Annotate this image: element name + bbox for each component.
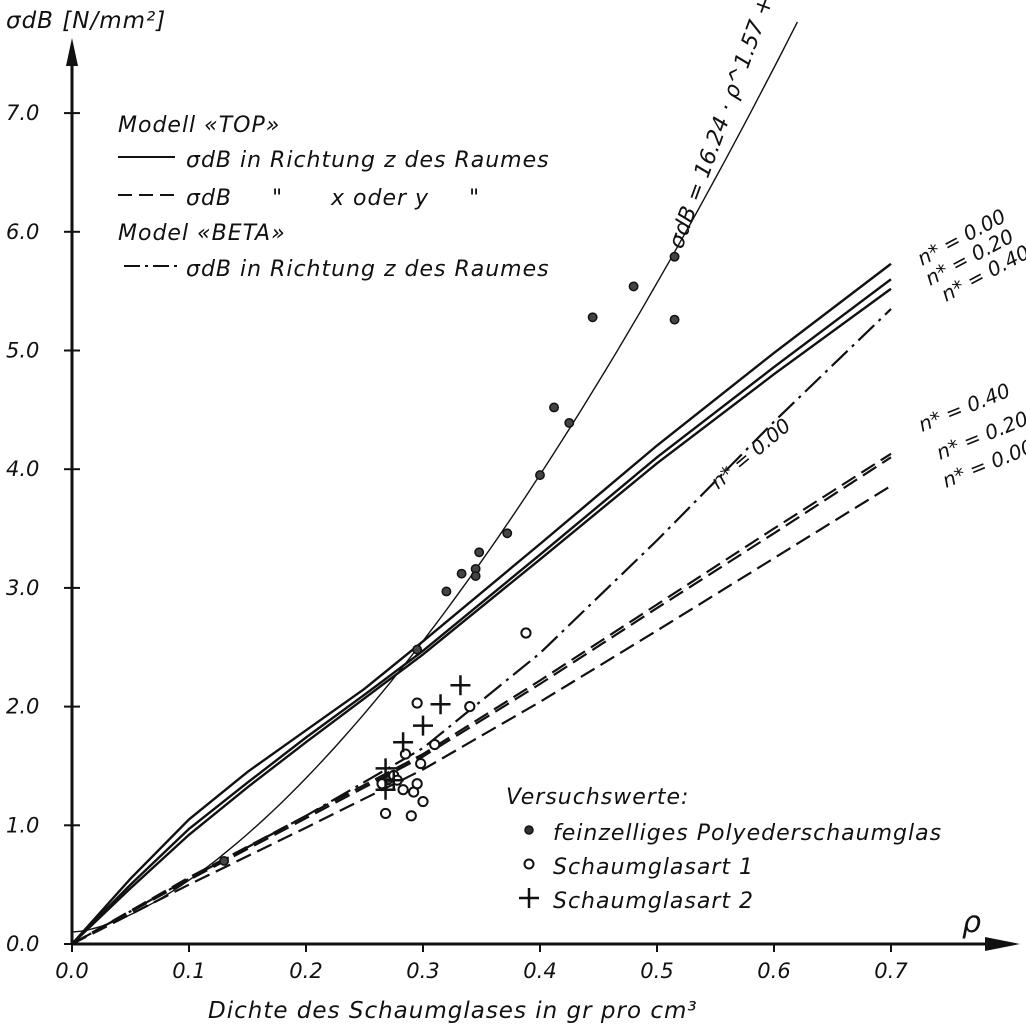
x-tick-label: 0.0 [55,959,88,983]
point-feinzellig [564,417,575,428]
point-feinzellig [474,547,485,558]
axes [66,38,1020,951]
y-axis-label: σdB [N/mm²] [6,8,166,34]
y-tick-label: 7.0 [6,101,39,125]
x-tick-label: 0.7 [874,959,908,983]
x-tick-label: 0.6 [757,959,790,983]
y-axis-arrow [66,38,78,66]
y-tick-label: 5.0 [6,339,39,363]
legend-marker-ring [523,858,535,870]
point-feinzellig [412,644,423,655]
point-feinzellig [441,586,452,597]
legend-marker-filled [524,825,534,835]
point-feinzellig [587,312,598,323]
point-schaumglasart-1 [379,807,392,820]
legend-heading-top: Modell «TOP» [118,113,280,138]
point-schaumglasart-2 [430,694,451,715]
point-feinzellig [502,528,513,539]
legend-series-2: Schaumglasart 2 [553,889,754,914]
scatter-legend: Versuchswerte: feinzelliges Polyederscha… [506,785,942,914]
point-schaumglasart-1 [415,757,427,770]
line-label-beta-z-0: n* = 0.00 [706,413,795,494]
point-feinzellig [535,470,545,481]
legend-entry-top-z: σdB in Richtung z des Raumes [186,148,550,173]
y-tick-label: 3.0 [6,576,39,600]
point-schaumglasart-2 [450,675,471,696]
point-schaumglasart-1 [411,778,423,790]
model-legend: Modell «TOP» σdB in Richtung z des Raume… [118,113,550,282]
line-labels: n* = 0.00 n* = 0.20 n* = 0.40 n* = 0.00 … [706,204,1026,494]
point-feinzellig [470,571,481,581]
x-axis-label: Dichte des Schaumglases in gr pro cm³ [208,998,698,1024]
point-schaumglasart-1 [405,810,417,822]
point-schaumglasart-1 [417,795,429,808]
point-schaumglasart-2 [375,779,396,800]
x-tick-label: 0.1 [172,959,205,983]
fit-curve [71,21,799,933]
point-feinzellig [219,855,230,866]
legend-series-0: feinzelliges Polyederschaumglas [553,821,942,846]
point-schaumglasart-1 [464,701,476,713]
model-line-6 [71,484,892,945]
model-line-1 [71,278,892,945]
point-schaumglasart-2 [375,758,396,779]
x-tick-label: 0.5 [640,959,673,983]
x-tick-label: 0.2 [289,959,322,983]
x-axis-symbol: ρ [962,905,981,940]
point-schaumglasart-1 [429,738,441,751]
x-axis-arrow [985,937,1020,951]
model-line-2 [71,287,892,945]
x-tick-label: 0.3 [406,959,439,983]
point-schaumglasart-1 [411,697,423,709]
point-feinzellig [669,314,680,325]
point-schaumglasart-2 [393,732,414,753]
y-tick-label: 4.0 [6,457,39,481]
x-tick-label: 0.4 [523,959,556,983]
data-points [219,251,680,866]
point-feinzellig [549,402,559,413]
legend-entry-beta-z: σdB in Richtung z des Raumes [186,257,550,282]
point-schaumglasart-2 [413,715,433,736]
point-feinzellig [669,251,680,262]
y-tick-label: 0.0 [6,932,39,956]
fit-label: σdB = 16.24 · ρ^1.57 + 0.10 [664,0,798,252]
x-ticks: 0.0 0.1 0.2 0.3 0.4 0.5 0.6 0.7 [55,944,908,983]
y-tick-label: 6.0 [6,220,39,244]
point-feinzellig [628,281,639,292]
point-feinzellig [456,568,467,579]
scatter-legend-title: Versuchswerte: [506,785,689,810]
point-schaumglasart-1 [520,627,532,639]
y-tick-label: 1.0 [6,813,39,837]
legend-series-1: Schaumglasart 1 [553,855,754,880]
legend-heading-beta: Model «BETA» [118,221,286,246]
model-line-4 [71,452,892,945]
y-tick-label: 2.0 [6,695,39,719]
model-line-3 [71,308,892,945]
point-schaumglasart-1 [397,784,409,796]
y-ticks: 0.0 1.0 2.0 3.0 4.0 5.0 6.0 7.0 [6,101,80,956]
legend-entry-top-xy: σdB " x oder y " [186,186,480,211]
curves [71,21,892,945]
point-schaumglasart-2 [383,770,404,791]
model-line-0 [71,262,892,945]
model-line-5 [71,456,892,945]
legend-marker-cross [519,888,539,908]
